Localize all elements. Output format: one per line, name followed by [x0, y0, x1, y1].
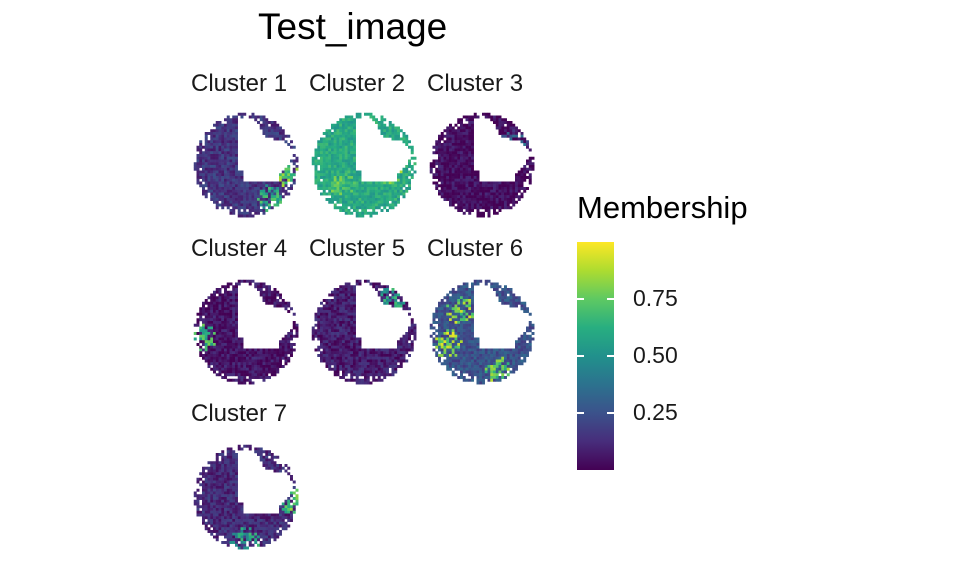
legend-tick-mark-left: [577, 355, 584, 357]
legend-tick-label: 0.50: [633, 342, 678, 368]
panel-label-1: Cluster 1: [191, 70, 288, 97]
panel-label-3: Cluster 3: [427, 70, 524, 97]
panel-label-7: Cluster 7: [191, 400, 288, 427]
panel-map-1: [193, 112, 299, 218]
panel-map-2: [311, 112, 417, 218]
panel-map-3: [429, 112, 535, 218]
panel-label-6: Cluster 6: [427, 235, 524, 262]
panel-label-4: Cluster 4: [191, 235, 288, 262]
legend-tick-mark-left: [577, 412, 584, 414]
panel-map-6: [429, 279, 535, 385]
panel-map-7: [193, 444, 299, 550]
legend-tick-label: 0.75: [633, 285, 678, 311]
panel-label-5: Cluster 5: [309, 235, 406, 262]
legend-tick-label: 0.25: [633, 399, 678, 425]
legend-tick-mark-left: [577, 298, 584, 300]
legend-tick-mark-right: [607, 355, 614, 357]
legend-tick-mark-right: [607, 298, 614, 300]
legend-title: Membership: [577, 190, 748, 225]
chart-title: Test_image: [258, 6, 448, 47]
panel-label-2: Cluster 2: [309, 70, 406, 97]
legend-tick-mark-right: [607, 412, 614, 414]
panel-map-4: [193, 279, 299, 385]
panel-map-5: [311, 279, 417, 385]
